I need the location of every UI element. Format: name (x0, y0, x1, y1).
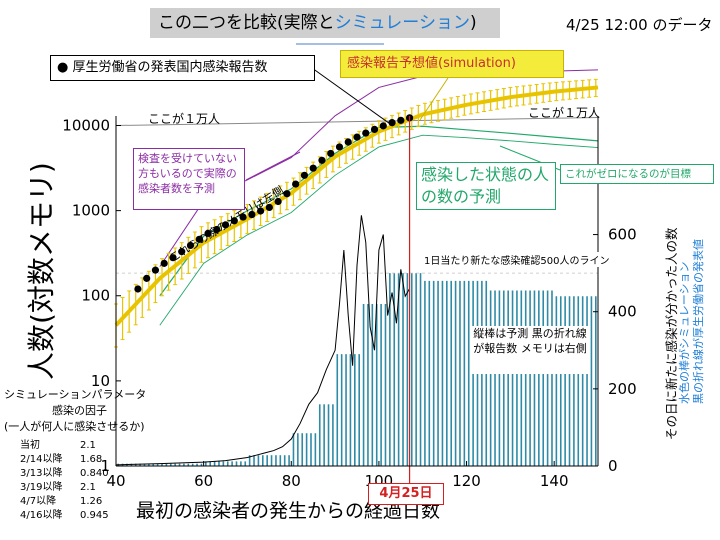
params-row: 4/7以降 1.26 (4, 495, 174, 509)
params-row: 3/13以降 0.840 (4, 467, 174, 481)
title-highlight: シミュレーション (334, 13, 470, 33)
params-row-value: 2.1 (80, 440, 96, 451)
y-right-subtitle-2: 黒の折れ線が厚生労働省の発表値 (692, 239, 705, 404)
data-point-reported (397, 116, 405, 124)
y-right-tick-label: 200 (608, 380, 637, 398)
series-line-daily-reported (115, 215, 411, 466)
data-point-reported (195, 235, 203, 243)
params-row-value: 2.1 (80, 482, 96, 493)
params-row-value: 1.68 (80, 454, 103, 465)
params-title: シミュレーションパラメータ (4, 388, 147, 401)
data-point-reported (344, 138, 352, 146)
data-point-reported (248, 210, 256, 219)
reference-line-10k (115, 116, 599, 126)
params-row-label: 4/16以降 (20, 510, 63, 521)
connector-simulation (419, 77, 449, 121)
connector-report (311, 67, 394, 127)
data-point-reported (370, 125, 379, 133)
data-point-reported (274, 197, 282, 206)
data-point-reported (318, 156, 326, 164)
params-factor-desc: (一人が何人に感染させるか) (4, 420, 145, 433)
data-point-reported (213, 225, 221, 234)
series-line-infected-lower (159, 134, 599, 326)
params-row-label: 3/19以降 (20, 482, 63, 493)
y-right-tick-label: 600 (608, 226, 637, 244)
connector-purple (245, 151, 301, 181)
data-point-reported (379, 122, 387, 130)
title-suffix: ) (469, 13, 477, 33)
data-point-reported (362, 129, 370, 137)
date-marker-label: 4月25日 (368, 483, 444, 505)
data-point-reported (186, 241, 195, 250)
data-point-reported (239, 213, 247, 221)
x-tick-label: 40 (106, 472, 125, 490)
annotation-unreported: 検査を受けていない方もいるので実際の感染者数を予測 (133, 148, 245, 210)
y-left-tick-label: 10 (91, 372, 110, 390)
annotation-10k-left: ここが１万人 (148, 112, 221, 126)
x-tick-label: 140 (540, 472, 569, 490)
y-left-title: 人数(対数メモリ) (25, 162, 58, 380)
data-point-reported (327, 149, 335, 158)
data-point-reported (230, 217, 238, 225)
params-row: 当初 2.1 (4, 439, 174, 453)
y-left-tick-label: 100 (81, 287, 110, 305)
params-row-value: 0.840 (80, 468, 109, 479)
annotation-10k-right: ここが１万人 (528, 106, 601, 120)
annotation-infected-prediction: 感染した状態の人の数の予測 (416, 162, 556, 210)
legend-report: ● 厚生労働省の発表国内感染報告数 (50, 55, 315, 81)
data-point-reported (300, 171, 309, 179)
params-row-label: 4/7以降 (20, 496, 57, 507)
title-prefix: この二つを比較(実際と (158, 13, 335, 33)
chart-title: この二つを比較(実際とシミュレーション) (150, 8, 500, 38)
params-row-label: 2/14以降 (20, 454, 63, 465)
y-right-tick-label: 0 (608, 457, 618, 475)
params-row: 2/14以降 1.68 (4, 453, 174, 467)
y-left-tick-label: 1 (100, 457, 110, 475)
params-factor: 感染の因子 (52, 404, 107, 417)
data-point-reported (353, 133, 361, 141)
data-point-reported (283, 190, 291, 198)
legend-simulation: 感染報告予想値(simulation) (340, 50, 564, 78)
x-axis-title: 最初の感染者の発生からの経過日数 (136, 500, 441, 522)
data-point-reported (134, 285, 142, 293)
y-left-tick-label: 1000 (72, 202, 110, 220)
x-tick-label: 80 (282, 472, 301, 490)
data-point-reported (221, 221, 230, 229)
params-row-label: 3/13以降 (20, 468, 63, 479)
x-tick-label: 120 (452, 472, 481, 490)
data-point-reported (151, 266, 160, 274)
annotation-bar-note: 縦棒は予測 黒の折れ線が報告数 メモリは右側 (470, 326, 590, 374)
x-tick-label: 60 (194, 472, 213, 490)
data-point-reported (169, 254, 177, 262)
data-point-reported (309, 164, 317, 172)
data-point-reported (160, 259, 168, 267)
params-row: 4/16以降 0.945 (4, 509, 174, 523)
series-line-simulation (114, 85, 599, 327)
data-point-reported (265, 203, 273, 212)
data-point-reported (292, 180, 300, 188)
data-point-reported (178, 248, 186, 256)
annotation-500-line: 1日当たり新たな感染確認500人のライン (424, 252, 610, 267)
params-row-value: 1.26 (80, 496, 103, 507)
annotation-goal: これがゼロになるのが目標 (560, 164, 714, 184)
data-point-reported (257, 207, 265, 215)
y-left-tick-label: 10000 (62, 116, 110, 134)
y-right-tick-label: 400 (608, 303, 637, 321)
params-row-label: 当初 (20, 440, 40, 451)
data-date: 4/25 12:00 のデータ (566, 16, 713, 34)
data-point-reported (143, 274, 151, 282)
params-row-value: 0.945 (80, 510, 109, 521)
simulation-params: シミュレーションパラメータ 感染の因子 (一人が何人に感染させるか) 当初 2.1… (4, 387, 174, 523)
params-row: 3/19以降 2.1 (4, 481, 174, 495)
data-point-reported (335, 143, 344, 151)
data-point-reported (204, 229, 212, 238)
